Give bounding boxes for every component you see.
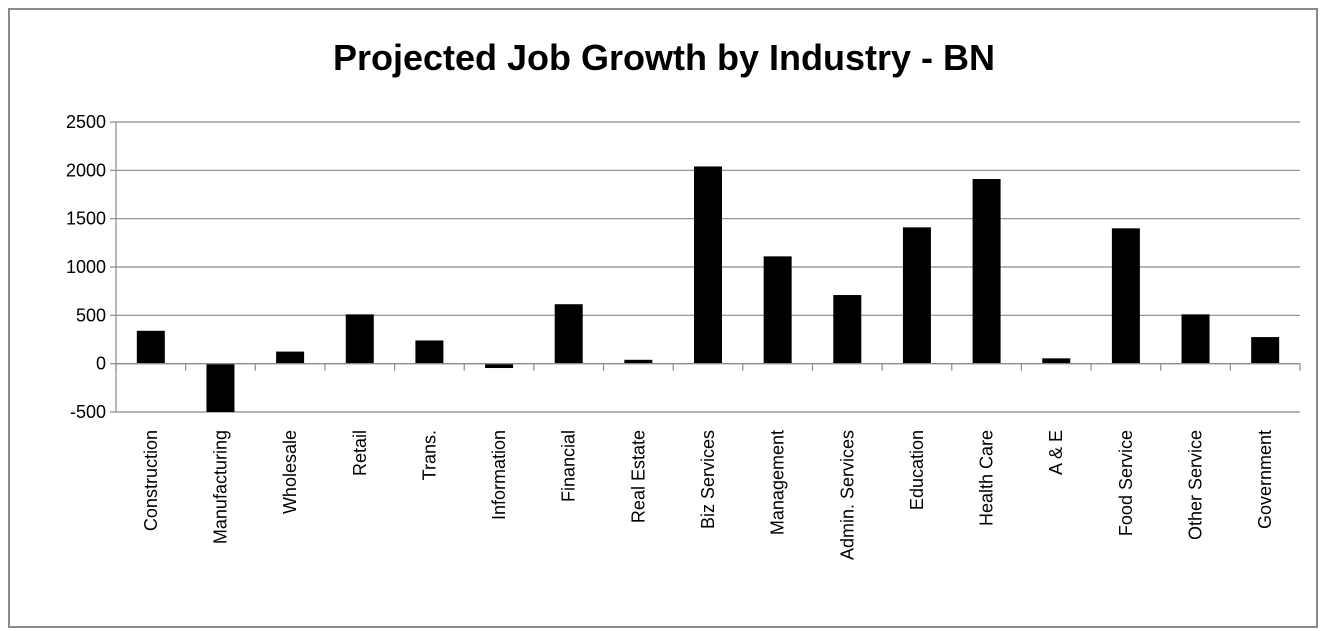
x-category-label: Real Estate [628, 430, 648, 523]
bar [902, 227, 931, 364]
y-tick-label: 1000 [66, 257, 106, 277]
bar [624, 359, 653, 364]
bar [415, 340, 444, 364]
x-category-label: Food Service [1116, 430, 1136, 536]
bar [485, 363, 514, 369]
bar [345, 314, 374, 364]
bar [833, 295, 862, 364]
bar [972, 179, 1001, 364]
x-category-label: Management [768, 430, 788, 535]
x-category-label: Wholesale [280, 430, 300, 514]
x-category-label: Trans. [419, 430, 439, 480]
x-category-label: Retail [350, 430, 370, 476]
x-category-label: Manufacturing [210, 430, 230, 544]
y-tick-label: 2500 [66, 112, 106, 132]
bar [554, 304, 583, 364]
x-category-label: Information [489, 430, 509, 520]
y-tick-label: -500 [70, 402, 106, 422]
chart-frame [8, 8, 1318, 628]
y-tick-label: 0 [96, 354, 106, 374]
x-category-label: A & E [1046, 430, 1066, 475]
bar [206, 363, 235, 412]
x-category-label: Health Care [977, 430, 997, 526]
category-labels: Construction Manufacturing Wholesale Retail… [141, 430, 1275, 560]
bar [1181, 314, 1210, 364]
y-axis-tick-labels: 2500 2000 1500 1000 500 0 -500 [66, 112, 106, 422]
y-tick-label: 1500 [66, 209, 106, 229]
bar [763, 256, 792, 364]
x-category-label: Education [907, 430, 927, 510]
x-category-label: Financial [559, 430, 579, 502]
x-category-label: Biz Services [698, 430, 718, 529]
x-category-label: Other Service [1186, 430, 1206, 540]
bars [136, 166, 1280, 412]
y-tick-label: 500 [76, 305, 106, 325]
bar [1251, 337, 1280, 364]
bar [136, 330, 165, 364]
bar [276, 351, 305, 364]
x-category-label: Government [1255, 430, 1275, 529]
bar [1111, 228, 1140, 364]
x-category-label: Construction [141, 430, 161, 531]
axes [110, 121, 1301, 413]
bar [1042, 358, 1071, 364]
bar [694, 166, 722, 364]
x-category-label: Admin. Services [837, 430, 857, 560]
chart-title: Projected Job Growth by Industry - BN [333, 37, 995, 78]
y-tick-label: 2000 [66, 160, 106, 180]
